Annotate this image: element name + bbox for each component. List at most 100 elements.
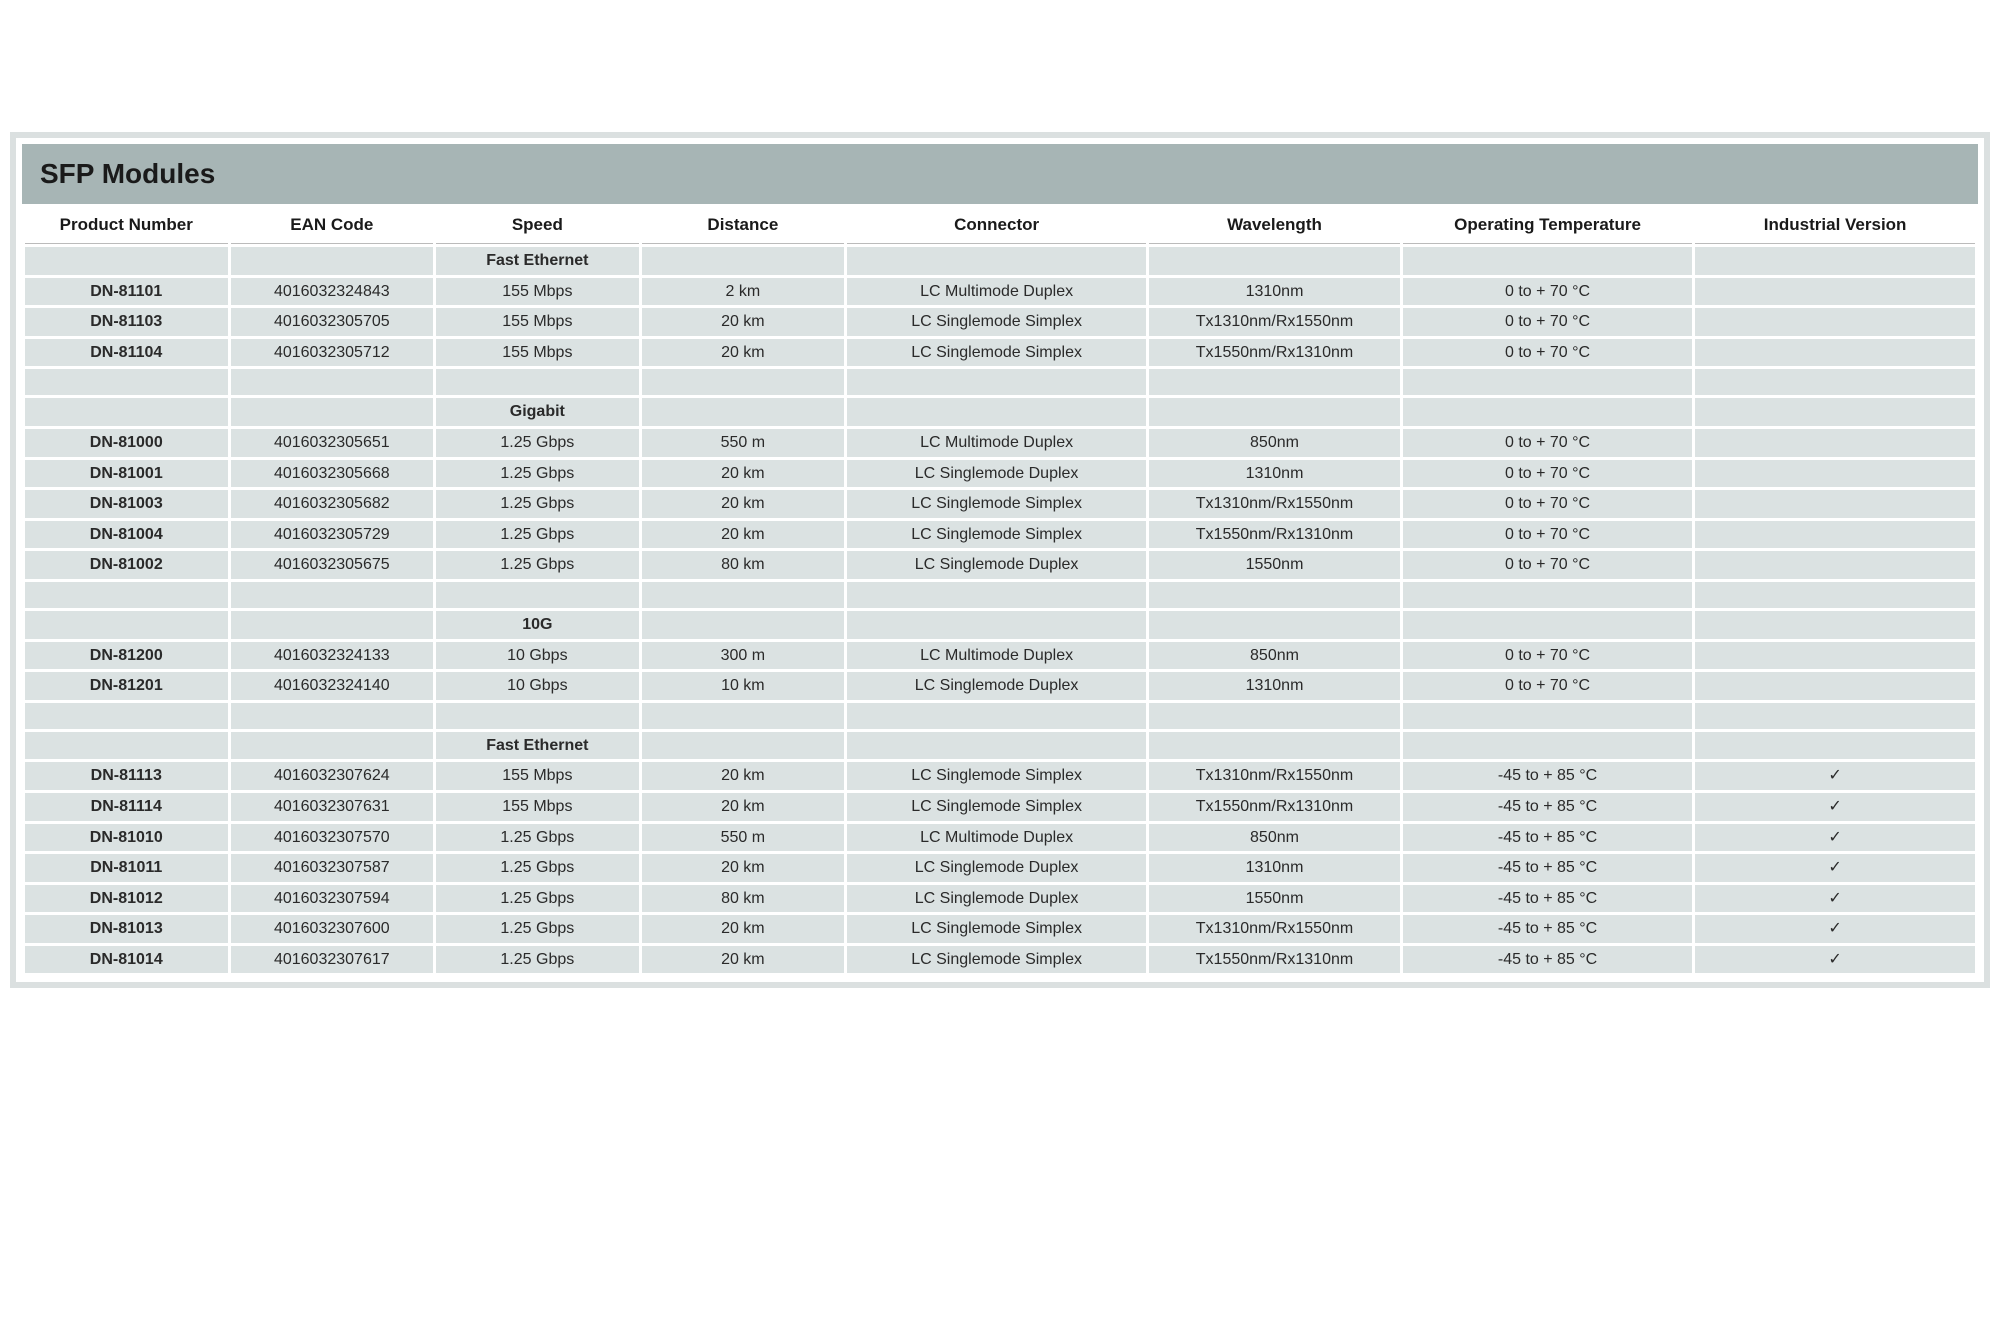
table-cell: LC Singlemode Simplex [847,793,1146,821]
table-cell: DN-81114 [25,793,228,821]
table-cell: 20 km [642,793,845,821]
table-row: Fast Ethernet [25,247,1975,275]
table-row [25,582,1975,608]
table-cell: 4016032305712 [231,339,434,367]
table-cell: -45 to + 85 °C [1403,824,1692,852]
table-frame: SFP Modules Product Number EAN Code Spee… [10,132,1990,988]
table-row [25,703,1975,729]
table-cell: 1550nm [1149,885,1400,913]
table-row: DN-8101140160323075871.25 Gbps20 kmLC Si… [25,854,1975,882]
table-cell: 0 to + 70 °C [1403,490,1692,518]
table-cell [25,732,228,760]
table-cell: DN-81101 [25,278,228,306]
table-cell: 1.25 Gbps [436,854,639,882]
table-cell: DN-81113 [25,762,228,790]
table-cell: 1.25 Gbps [436,915,639,943]
table-row: DN-8101340160323076001.25 Gbps20 kmLC Si… [25,915,1975,943]
table-cell: LC Multimode Duplex [847,278,1146,306]
col-header-speed: Speed [436,207,639,244]
table-row: DN-81201401603232414010 Gbps10 kmLC Sing… [25,672,1975,700]
table-cell: LC Singlemode Simplex [847,308,1146,336]
table-cell [25,703,228,729]
table-cell: DN-81103 [25,308,228,336]
table-row: DN-8100140160323056681.25 Gbps20 kmLC Si… [25,460,1975,488]
table-row [25,369,1975,395]
table-cell: 4016032305705 [231,308,434,336]
table-cell [642,732,845,760]
table-cell: 850nm [1149,642,1400,670]
table-cell: 155 Mbps [436,278,639,306]
table-cell: 1.25 Gbps [436,490,639,518]
table-cell: DN-81002 [25,551,228,579]
col-header-connector: Connector [847,207,1146,244]
table-cell: LC Singlemode Simplex [847,762,1146,790]
table-cell: 10 Gbps [436,672,639,700]
table-cell: Tx1550nm/Rx1310nm [1149,793,1400,821]
table-cell: DN-81003 [25,490,228,518]
table-cell: 1.25 Gbps [436,429,639,457]
table-cell: 10G [436,611,639,639]
table-cell: 20 km [642,946,845,974]
table-cell: 0 to + 70 °C [1403,278,1692,306]
table-cell: LC Singlemode Simplex [847,339,1146,367]
table-cell: 1.25 Gbps [436,551,639,579]
table-row: Fast Ethernet [25,732,1975,760]
table-cell: 1.25 Gbps [436,521,639,549]
table-cell: 20 km [642,762,845,790]
table-cell [1695,398,1975,426]
col-header-ean-code: EAN Code [231,207,434,244]
table-cell: DN-81010 [25,824,228,852]
table-cell: Tx1550nm/Rx1310nm [1149,521,1400,549]
table-cell: DN-81014 [25,946,228,974]
table-cell: 4016032305729 [231,521,434,549]
table-cell: LC Singlemode Duplex [847,672,1146,700]
table-cell [1149,247,1400,275]
table-cell: 1.25 Gbps [436,460,639,488]
table-cell: 20 km [642,308,845,336]
table-cell: 4016032305668 [231,460,434,488]
table-cell: 4016032305682 [231,490,434,518]
table-cell [25,247,228,275]
table-cell: DN-81013 [25,915,228,943]
table-cell [1695,308,1975,336]
table-cell [847,398,1146,426]
table-cell: 2 km [642,278,845,306]
table-cell [847,369,1146,395]
table-cell [1403,611,1692,639]
page-container: SFP Modules Product Number EAN Code Spee… [0,0,2000,988]
table-cell [847,247,1146,275]
table-cell [847,582,1146,608]
table-cell: Gigabit [436,398,639,426]
table-cell [231,611,434,639]
table-cell [1695,582,1975,608]
table-cell [1403,398,1692,426]
table-row: DN-811144016032307631155 Mbps20 kmLC Sin… [25,793,1975,821]
table-row: 10G [25,611,1975,639]
table-title: SFP Modules [22,144,1978,204]
table-cell: DN-81001 [25,460,228,488]
table-cell: 4016032307570 [231,824,434,852]
table-cell [1695,339,1975,367]
col-header-product-number: Product Number [25,207,228,244]
table-cell [436,582,639,608]
table-cell: 1.25 Gbps [436,946,639,974]
table-cell: 1310nm [1149,460,1400,488]
table-cell [1695,429,1975,457]
table-cell: LC Singlemode Simplex [847,521,1146,549]
table-cell: 80 km [642,551,845,579]
table-cell [847,703,1146,729]
table-cell: 4016032305675 [231,551,434,579]
table-row: DN-8101040160323075701.25 Gbps550 mLC Mu… [25,824,1975,852]
table-cell: 0 to + 70 °C [1403,308,1692,336]
table-cell: LC Singlemode Simplex [847,946,1146,974]
table-cell: -45 to + 85 °C [1403,946,1692,974]
table-cell: 1310nm [1149,672,1400,700]
table-cell: DN-81000 [25,429,228,457]
table-cell [231,582,434,608]
table-cell [436,369,639,395]
table-cell [1403,703,1692,729]
table-cell [1695,460,1975,488]
table-cell [231,398,434,426]
table-cell: 4016032307594 [231,885,434,913]
table-cell [25,611,228,639]
